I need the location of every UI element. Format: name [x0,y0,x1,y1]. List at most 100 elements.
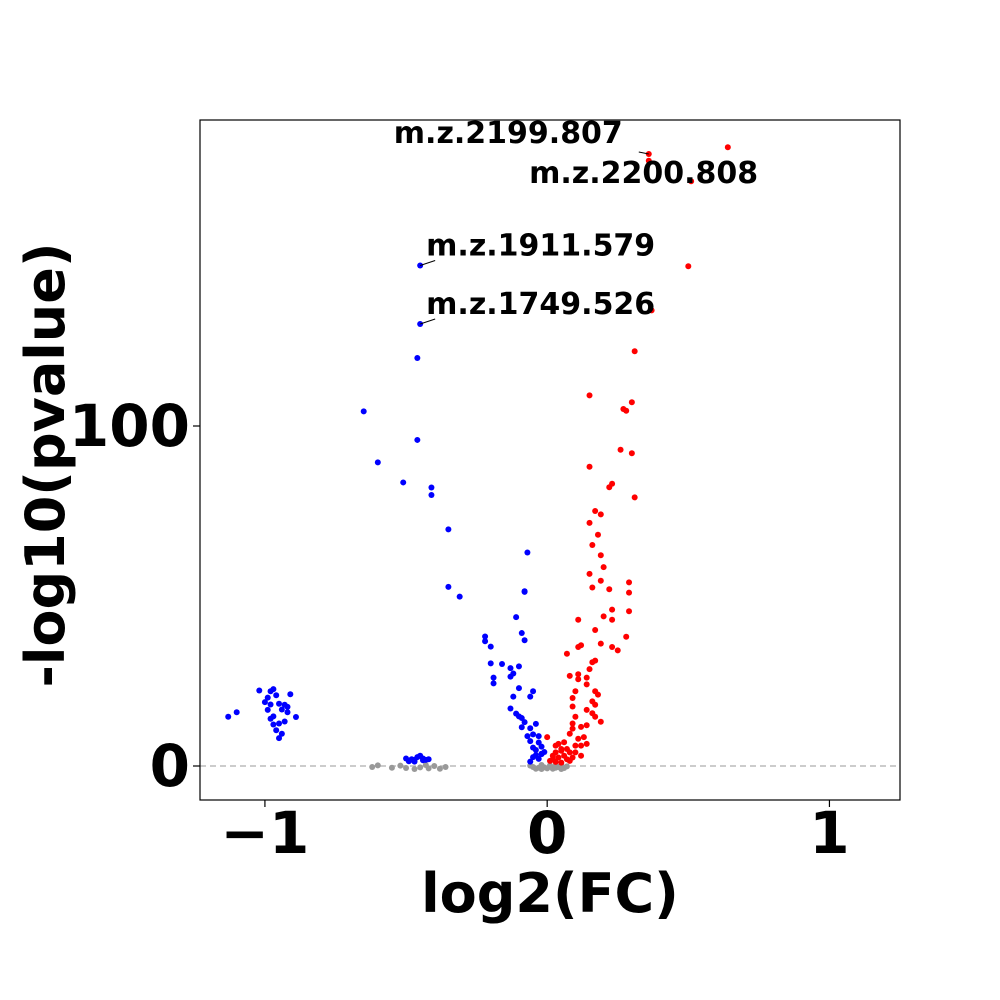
data-point-up [566,730,573,737]
data-point-down [513,614,520,621]
data-point-up [592,508,599,514]
data-point-up [575,671,582,678]
data-point-down [225,713,232,720]
annotation-label: m.z.1911.579 [426,229,655,264]
data-point-ns [374,762,381,769]
data-point-down [276,700,283,707]
data-point-up [583,681,590,688]
data-point-down [292,714,299,721]
data-point-down [445,583,452,590]
data-point-up [583,740,590,747]
data-point-up [617,446,624,453]
annotation-label: m.z.1749.526 [426,287,655,322]
data-point-ns [369,764,376,771]
data-point-up [609,480,616,487]
data-point-down [530,731,537,738]
data-point-ns [397,762,404,769]
data-point-up [623,407,630,414]
data-point-down [374,459,381,466]
data-point-up [614,647,621,654]
data-point-up [623,633,630,640]
data-point-down [532,747,539,754]
data-point-up [609,616,616,623]
data-point-up [586,666,593,673]
data-point-down [515,685,522,692]
data-point-up [583,706,590,713]
data-point-up [575,676,582,683]
data-point-up [566,672,573,679]
data-point-up [648,307,655,314]
data-point-up [566,749,573,756]
data-point-up [592,713,599,720]
data-point-down [273,727,280,734]
data-point-ns [388,764,395,771]
data-point-down [487,660,494,667]
data-point-up [600,613,607,620]
data-point-up [609,606,616,613]
data-point-up [628,450,635,457]
data-point-down [276,735,283,742]
annotation-label: m.z.2199.807 [394,116,623,151]
data-point-down [541,749,548,756]
data-point-ns [403,765,410,772]
data-point-down [256,687,263,694]
data-point-up [586,519,593,526]
data-point-up [597,511,604,518]
data-point-down [527,738,534,745]
data-point-down [414,355,421,361]
data-point-down [267,715,274,722]
y-axis-label: -log10(pvalue) [14,242,77,687]
data-point-down [499,661,506,667]
data-point-up [688,178,695,185]
data-point-up [558,759,565,766]
data-point-up [626,608,633,615]
data-point-up [563,650,570,657]
data-point-up [645,157,652,164]
data-point-down [284,709,291,716]
data-point-down [510,670,517,677]
data-point-down [490,674,497,681]
data-point-up [589,542,596,548]
data-point-up [561,739,568,746]
data-point-up [575,644,582,650]
data-point-down [518,630,525,637]
data-point-down [276,720,283,727]
data-point-up [572,713,579,720]
data-point-down [482,633,489,640]
annotation-leader [638,151,649,155]
data-point-down [515,663,522,670]
data-point-down [278,706,285,713]
data-point-down [510,693,517,700]
data-point-down [532,752,539,759]
data-point-up [575,735,582,742]
data-point-up [569,725,576,732]
data-point-up [600,564,607,571]
data-point-down [518,724,525,731]
data-point-down [419,755,426,762]
data-point-down [456,593,463,600]
data-point-up [552,742,559,749]
x-tick-label: 1 [809,799,849,867]
data-point-up [592,627,599,633]
data-point-up [572,749,579,756]
data-point-up [597,577,604,584]
data-point-up [572,688,579,695]
data-point-down [400,479,407,486]
data-point-up [583,722,590,729]
annotation-leader [420,318,436,325]
data-point-down [270,721,277,728]
data-point-down [233,709,240,716]
data-point-down [490,680,497,687]
data-point-up [589,659,596,666]
data-point-up [685,263,692,270]
data-point-up [552,758,559,765]
data-point-up [626,579,633,586]
data-point-up [572,742,579,749]
data-point-ns [436,765,443,772]
data-point-up [628,399,635,406]
data-point-ns [538,761,545,768]
data-point-up [578,723,585,730]
x-tick-label: 0 [527,799,567,867]
